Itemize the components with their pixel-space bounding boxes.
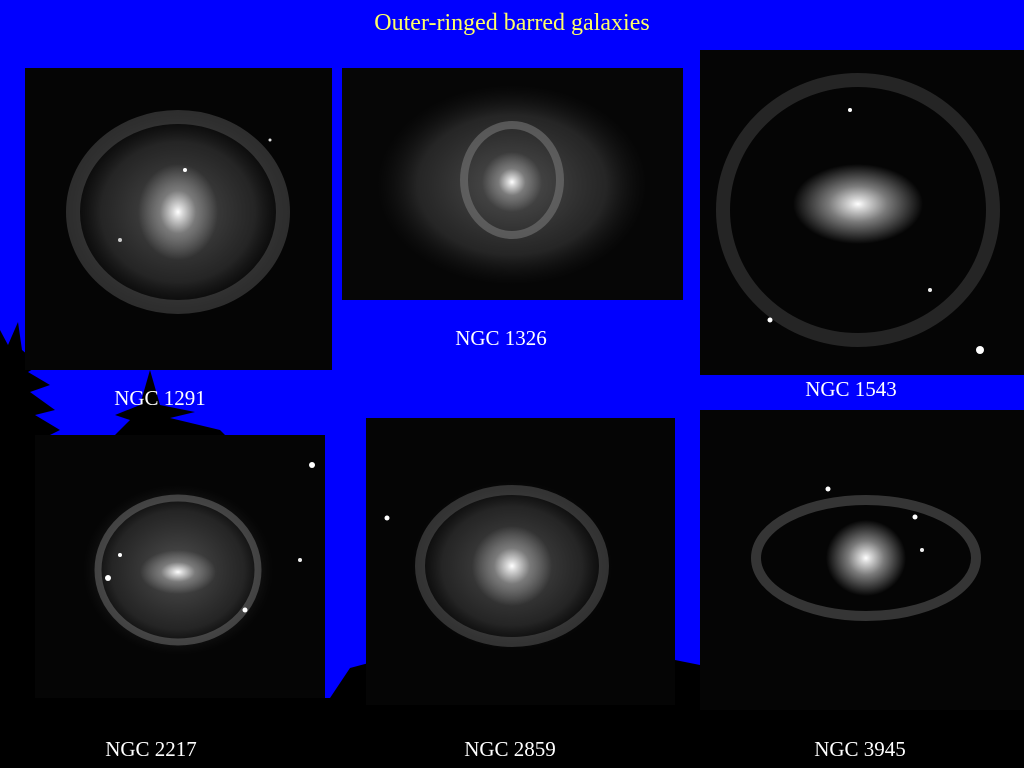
- galaxy-image: [25, 68, 332, 370]
- galaxy-label: NGC 1291: [114, 386, 206, 410]
- galaxy-label: NGC 2859: [464, 737, 556, 761]
- galaxy-image: [366, 418, 675, 705]
- galaxy-image: [700, 410, 1024, 710]
- galaxy-label: NGC 3945: [814, 737, 906, 761]
- galaxy-image: [700, 50, 1024, 375]
- galaxy-label: NGC 1326: [455, 326, 547, 350]
- slide-title: Outer-ringed barred galaxies: [374, 10, 649, 36]
- galaxy-image: [35, 435, 325, 698]
- galaxy-label: NGC 1543: [805, 377, 897, 401]
- galaxy-image: [342, 68, 683, 300]
- galaxy-label: NGC 2217: [105, 737, 197, 761]
